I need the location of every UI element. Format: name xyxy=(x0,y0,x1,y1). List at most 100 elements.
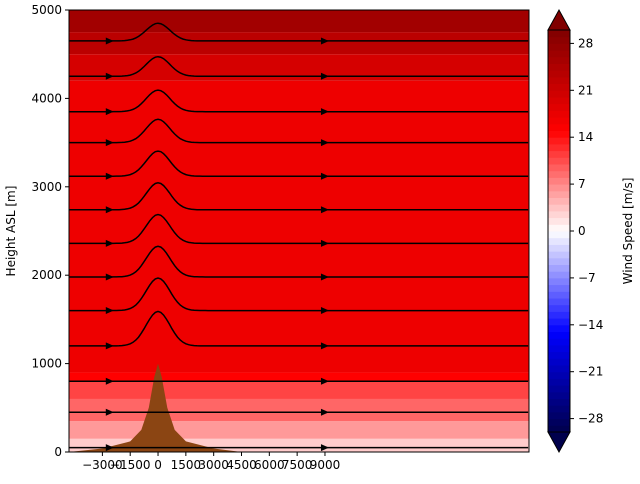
colorbar-segment xyxy=(548,63,570,71)
colorbar-segment xyxy=(548,331,570,339)
x-tick-label: 0 xyxy=(154,458,162,472)
streamline-arrow-1-1 xyxy=(320,408,329,416)
streamline-8 xyxy=(69,150,529,177)
streamline-arrow-3-0 xyxy=(105,342,114,350)
colorbar-segment xyxy=(548,184,570,192)
speed-layer-7 xyxy=(69,32,529,55)
streamline-arrow-6-0 xyxy=(105,239,114,247)
x-tick-label: −3000 xyxy=(82,458,123,472)
streamline-11 xyxy=(69,55,529,78)
colorbar-segment xyxy=(548,418,570,426)
colorbar-segment xyxy=(548,298,570,306)
streamline-arrow-7-1 xyxy=(320,206,329,214)
colorbar-segment xyxy=(548,50,570,58)
speed-layer-5 xyxy=(69,80,529,373)
streamline-arrow-5-0 xyxy=(105,273,114,281)
colorbar-tick-label: −28 xyxy=(578,412,603,426)
colorbar-tick-label: 14 xyxy=(578,130,593,144)
streamline-arrow-0-0 xyxy=(105,444,114,452)
colorbar-segment xyxy=(548,237,570,245)
colorbar-segment xyxy=(548,411,570,420)
streamline-arrow-10-1 xyxy=(320,108,329,116)
wind-speed-field xyxy=(69,10,529,452)
colorbar-segment xyxy=(548,130,570,138)
colorbar-segment xyxy=(548,190,570,198)
colorbar-segment xyxy=(548,371,570,379)
streamline-arrow-9-0 xyxy=(105,139,114,147)
colorbar-segment xyxy=(548,264,570,272)
streamline-arrow-4-1 xyxy=(320,307,329,315)
streamline-arrow-12-0 xyxy=(105,37,114,45)
x-tick-label: 4500 xyxy=(226,458,257,472)
colorbar-segment xyxy=(548,43,570,51)
plot-area xyxy=(69,10,529,452)
streamline-3 xyxy=(69,310,529,347)
colorbar-segment xyxy=(548,224,570,232)
colorbar-segment xyxy=(548,177,570,185)
colorbar-segment xyxy=(548,257,570,265)
streamline-arrow-8-1 xyxy=(320,172,329,180)
streamline-arrow-8-0 xyxy=(105,172,114,180)
colorbar-segment xyxy=(548,365,570,373)
streamline-arrow-2-1 xyxy=(320,377,329,385)
speed-layer-1 xyxy=(69,421,529,439)
streamline-arrow-3-1 xyxy=(320,342,329,350)
colorbar-segment xyxy=(548,244,570,252)
x-tick-label: 3000 xyxy=(198,458,229,472)
colorbar-segment xyxy=(548,291,570,299)
y-tick-label: 1000 xyxy=(31,357,62,371)
colorbar-segment xyxy=(548,311,570,319)
colorbar-segment xyxy=(548,157,570,165)
colorbar-segment xyxy=(548,324,570,332)
speed-layer-4 xyxy=(69,372,529,382)
colorbar-segment xyxy=(548,405,570,413)
colorbar-segment xyxy=(548,143,570,152)
streamlines xyxy=(69,22,529,452)
colorbar-segment xyxy=(548,83,570,91)
colorbar-segment xyxy=(548,398,570,406)
streamline-arrow-0-1 xyxy=(320,444,329,452)
colorbar-segment xyxy=(548,391,570,399)
y-tick-label: 0 xyxy=(54,445,62,459)
colorbar-segment xyxy=(548,70,570,78)
speed-layer-3 xyxy=(69,381,529,399)
colorbar-segment xyxy=(548,97,570,105)
streamline-arrow-1-0 xyxy=(105,408,114,416)
speed-layer-8 xyxy=(69,10,529,33)
streamline-arrow-9-1 xyxy=(320,139,329,147)
colorbar-tick-label: −14 xyxy=(578,318,603,332)
speed-layer-2 xyxy=(69,398,529,422)
streamline-4 xyxy=(69,277,529,312)
x-tick-label: 6000 xyxy=(254,458,285,472)
colorbar-segment xyxy=(548,123,570,131)
colorbar-segment xyxy=(548,338,570,346)
y-axis: 0 1000 2000 3000 4000 5000 xyxy=(31,3,69,459)
colorbar-segment xyxy=(548,231,570,239)
streamline-arrow-6-1 xyxy=(320,239,329,247)
colorbar-segment xyxy=(548,90,570,98)
colorbar-extend-min xyxy=(547,431,571,454)
x-tick-label: 7500 xyxy=(282,458,313,472)
streamline-arrow-12-1 xyxy=(320,37,329,45)
colorbar-segment xyxy=(548,204,570,212)
colorbar-tick-label: 7 xyxy=(578,177,586,191)
colorbar: −28 −21 −14 −7 0 7 14 21 28 xyxy=(547,8,603,454)
terrain xyxy=(69,363,242,452)
colorbar-segment xyxy=(548,277,570,286)
y-tick-label: 4000 xyxy=(31,91,62,105)
y-axis-label: Height ASL [m] xyxy=(4,186,18,277)
colorbar-segment xyxy=(548,284,570,292)
colorbar-segment xyxy=(548,210,570,219)
terrain-mountain xyxy=(69,363,242,452)
colorbar-tick-label: 21 xyxy=(578,83,593,97)
colorbar-segment xyxy=(548,351,570,359)
colorbar-segment xyxy=(548,358,570,366)
colorbar-tick-label: −7 xyxy=(578,271,596,285)
streamline-10 xyxy=(69,89,529,113)
streamline-arrow-4-0 xyxy=(105,307,114,315)
streamline-5 xyxy=(69,245,529,278)
streamline-9 xyxy=(69,118,529,144)
